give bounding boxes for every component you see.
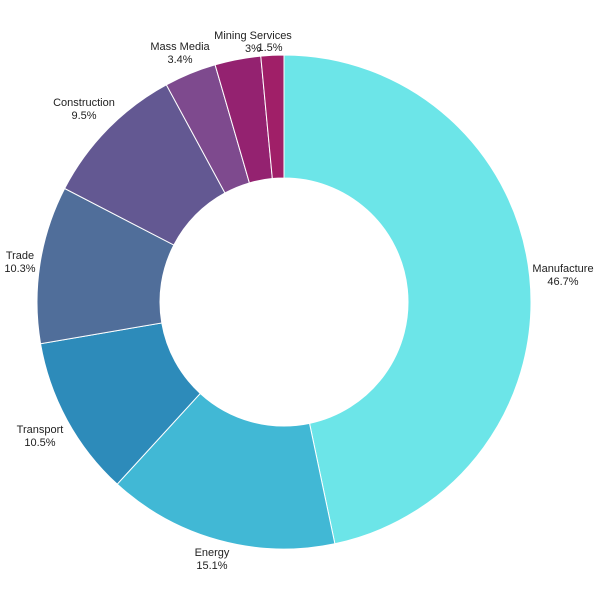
slice-value-label: 10.3% — [4, 263, 35, 275]
slice-value-label: 15.1% — [196, 560, 227, 572]
slice-label: Manufacture — [532, 263, 593, 275]
slice-manufacture — [283, 54, 532, 545]
slice-energy — [116, 392, 336, 550]
slice-slice-7 — [260, 54, 285, 180]
slice-value-label: 3.4% — [167, 54, 192, 66]
slice-value-label: 10.5% — [24, 437, 55, 449]
slice-label: Energy — [195, 547, 230, 559]
slice-label: Transport — [17, 424, 64, 436]
slice-label: Mass Media — [150, 41, 210, 53]
slice-label: Mining Services — [214, 30, 292, 42]
slice-value-label: 46.7% — [547, 276, 578, 288]
slice-value-label: 1.5% — [257, 42, 282, 54]
slice-label: Construction — [53, 97, 115, 109]
slice-value-label: 3% — [245, 43, 261, 55]
donut-slices — [36, 54, 532, 550]
slice-label: Trade — [6, 250, 34, 262]
slice-value-label: 9.5% — [71, 110, 96, 122]
